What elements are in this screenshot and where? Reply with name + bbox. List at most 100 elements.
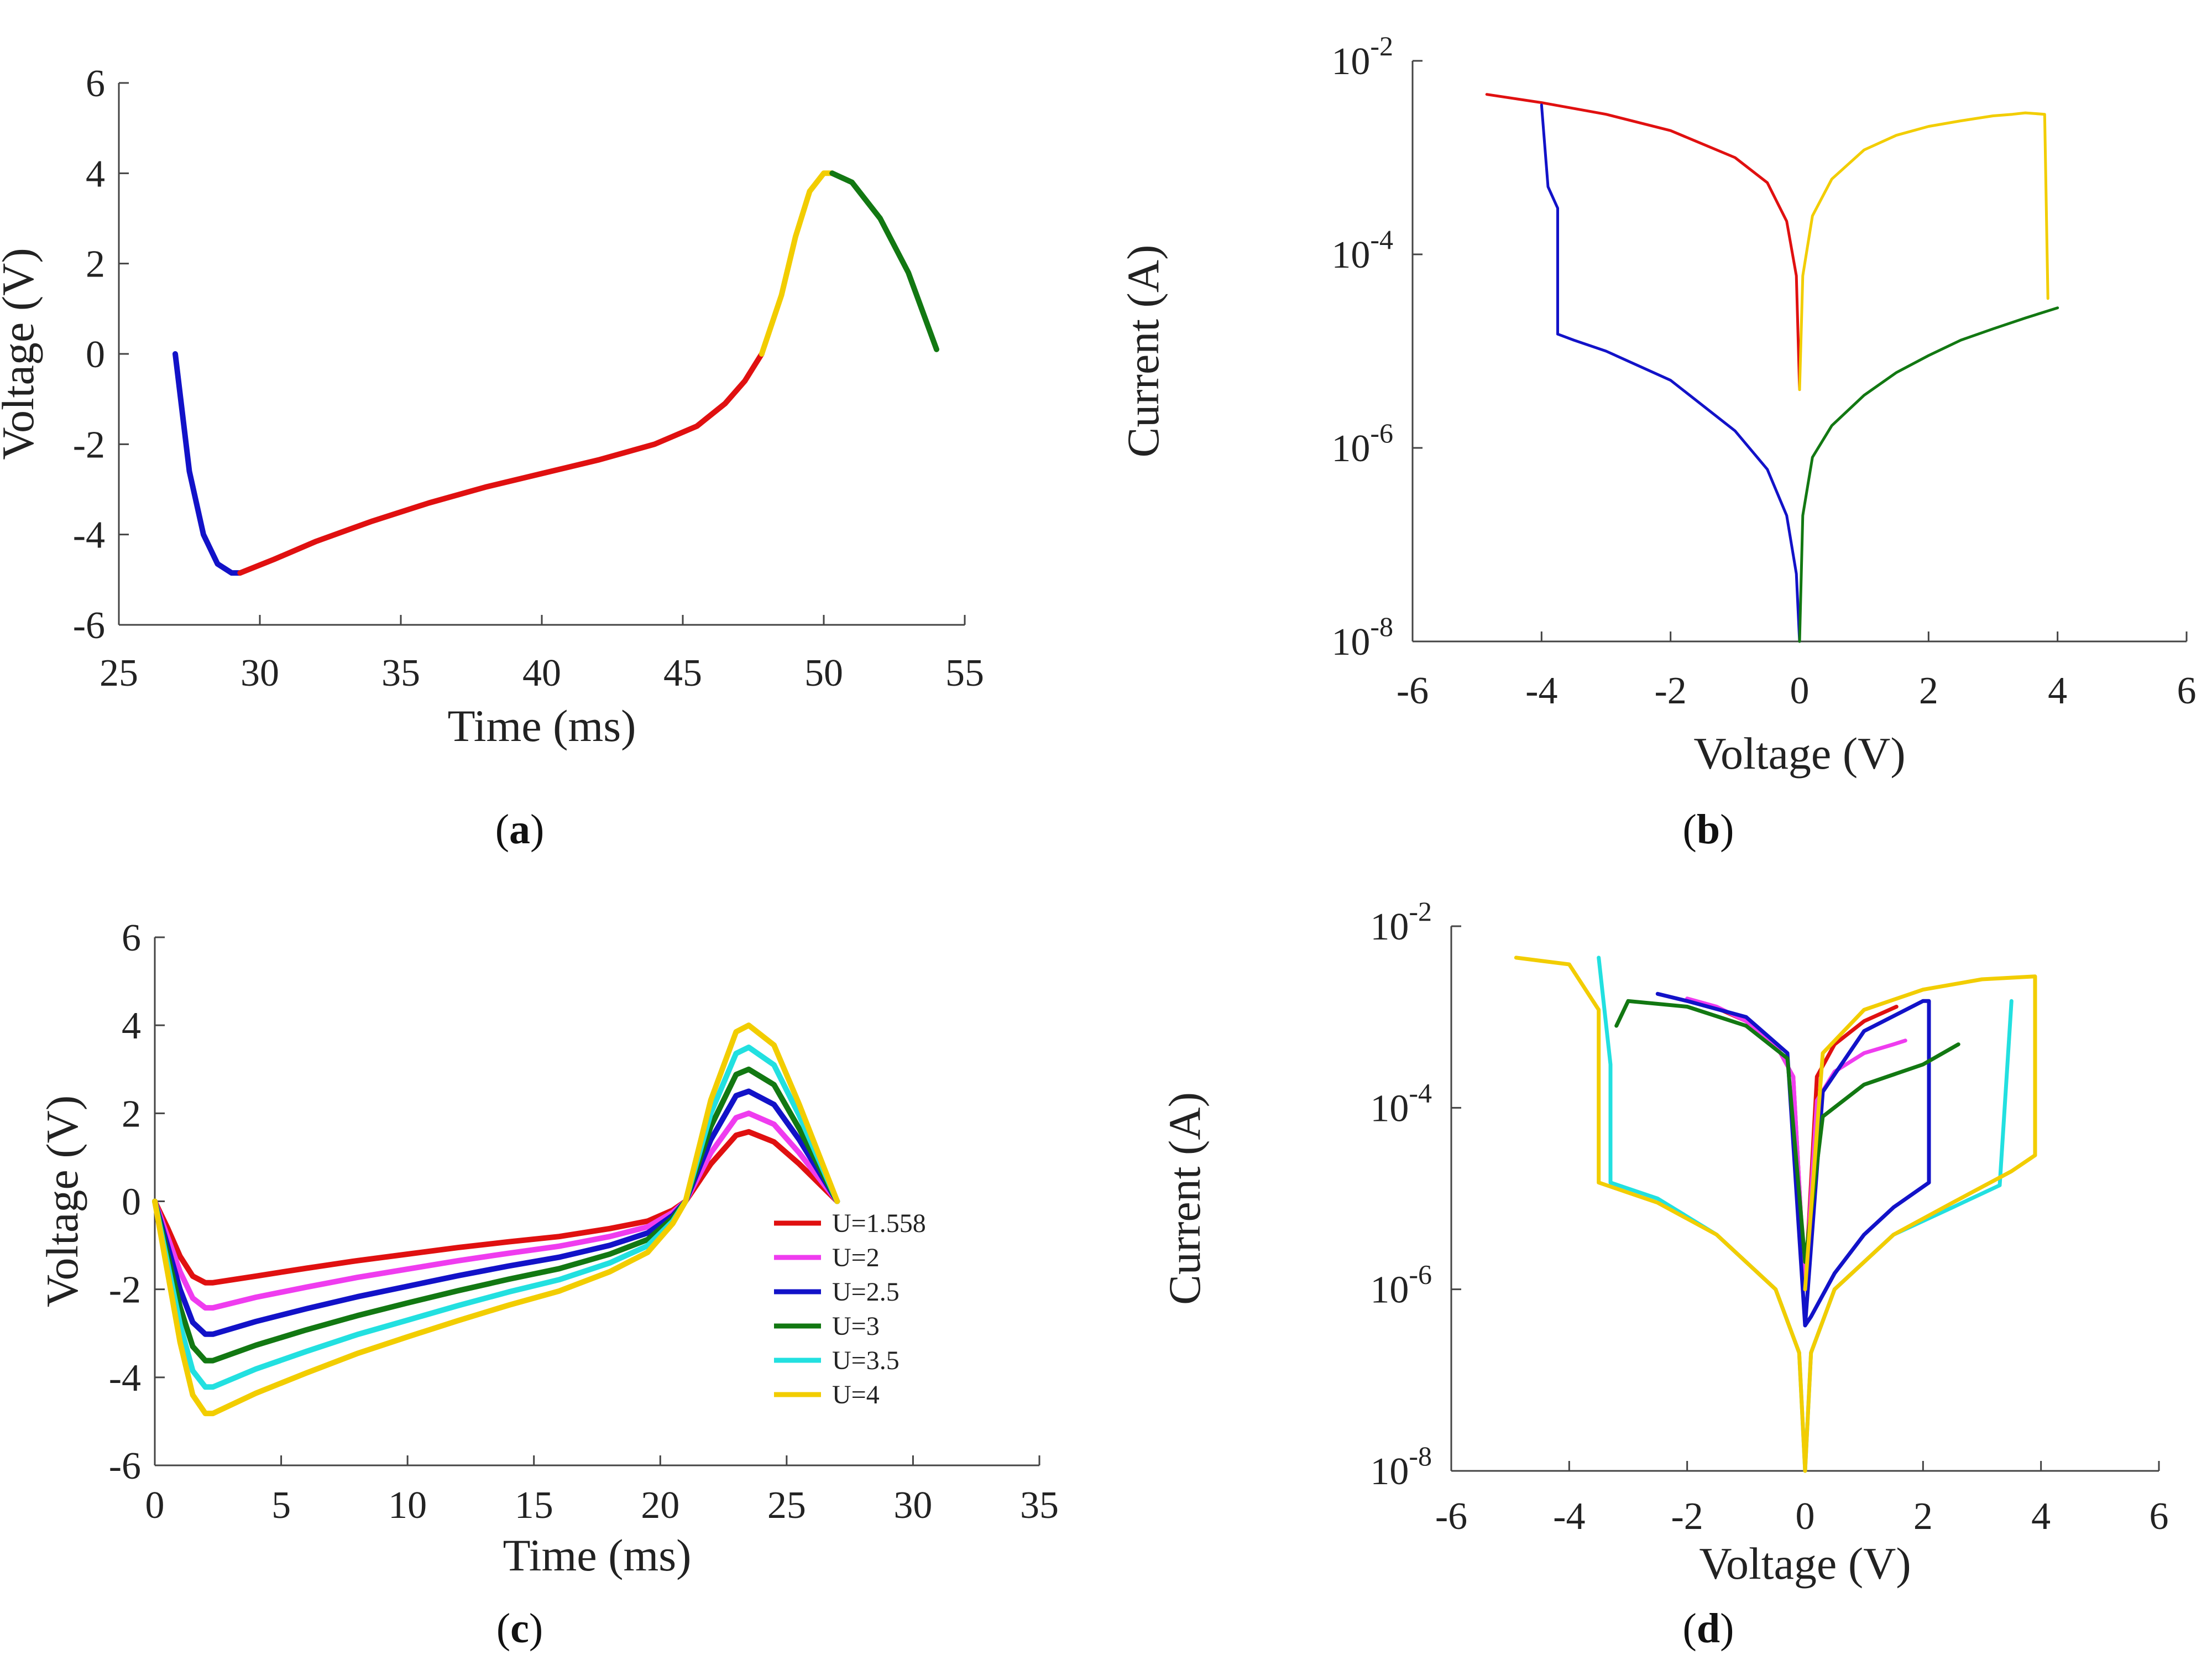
y-tick-label: -4 <box>73 514 105 557</box>
y-tick-label: -4 <box>109 1357 141 1400</box>
y-tick-base: 10 <box>1331 427 1370 470</box>
y-tick-label: 6 <box>86 62 105 105</box>
series-line-segment-2 <box>237 351 765 576</box>
plot-area <box>172 170 939 576</box>
series-line-u-4 <box>152 1022 840 1417</box>
x-tick-label: 15 <box>515 1484 553 1527</box>
series-line-u-3 <box>152 1066 840 1364</box>
x-tick-label: -2 <box>1655 670 1687 712</box>
x-tick-label: 50 <box>804 652 843 695</box>
x-axis-label: Time (ms) <box>448 701 636 751</box>
y-tick-base: 10 <box>1370 906 1409 948</box>
x-tick-label: 55 <box>945 652 984 695</box>
x-tick-label: 35 <box>381 652 420 695</box>
x-axis-label: Voltage (V) <box>1699 1538 1911 1589</box>
panel-caption: (c) <box>496 1605 543 1652</box>
y-tick-exponent: -6 <box>1409 1259 1432 1290</box>
y-tick-label: 2 <box>86 243 105 286</box>
y-tick-exponent: -4 <box>1370 224 1393 255</box>
x-tick-label: 0 <box>145 1484 165 1527</box>
y-tick-base: 10 <box>1331 40 1370 83</box>
y-tick-base: 10 <box>1370 1087 1409 1130</box>
series-line-red-branch <box>1485 93 1801 391</box>
x-tick-label: 25 <box>767 1484 806 1527</box>
y-tick-base: 10 <box>1370 1450 1409 1493</box>
y-tick-exponent: -6 <box>1370 417 1393 448</box>
y-tick-label: 0 <box>86 333 105 376</box>
y-tick-exponent: -2 <box>1370 30 1393 61</box>
y-tick-label: -6 <box>109 1445 141 1487</box>
x-tick-label: 45 <box>663 652 702 695</box>
series-line-u-3-5 <box>152 1045 840 1390</box>
panel-caption-letter: a <box>509 806 530 853</box>
legend-entry: U=1.558 <box>832 1209 926 1238</box>
y-tick-label: -2 <box>73 424 105 466</box>
x-tick-label: 10 <box>388 1484 427 1527</box>
series-line-u-2-5 <box>152 1088 840 1337</box>
x-tick-label: 6 <box>2150 1495 2169 1538</box>
y-tick-base: 10 <box>1331 234 1370 276</box>
y-tick-label: 10-8 <box>1331 611 1393 664</box>
x-tick-label: 30 <box>240 652 279 695</box>
y-tick-exponent: -4 <box>1409 1077 1432 1108</box>
y-tick-label: 0 <box>122 1181 141 1224</box>
y-axis-label: Current (A) <box>1118 245 1168 458</box>
x-tick-label: 2 <box>1919 670 1938 712</box>
x-tick-label: 4 <box>2031 1495 2051 1538</box>
x-tick-label: 0 <box>1790 670 1810 712</box>
panel-caption: (a) <box>495 806 545 853</box>
legend-entry: U=3.5 <box>832 1346 900 1375</box>
y-tick-label: 4 <box>122 1005 141 1047</box>
series-line-u-1-558 <box>152 1129 840 1286</box>
series-line-u-4 <box>1514 956 2037 1473</box>
panel-caption: (b) <box>1683 806 1734 853</box>
y-tick-label: 10-2 <box>1331 30 1393 83</box>
x-tick-label: 2 <box>1913 1495 1933 1538</box>
x-tick-label: -2 <box>1671 1495 1703 1538</box>
series-line-u-3 <box>1614 999 1960 1264</box>
y-tick-label: 10-6 <box>1331 417 1393 470</box>
y-tick-label: -6 <box>73 604 105 647</box>
chart-panel-a: 25 30 35 40 45 50 55 -6 -4 -2 0 2 4 6 Time (ms) Voltage… <box>0 62 984 853</box>
x-tick-label: -6 <box>1397 670 1429 712</box>
panel-caption-close: ) <box>1720 1605 1734 1652</box>
y-tick-base: 10 <box>1331 621 1370 664</box>
y-tick-exponent: -2 <box>1409 896 1432 927</box>
x-tick-label: 6 <box>2177 670 2197 712</box>
y-tick-label: 10-4 <box>1370 1077 1432 1130</box>
y-tick-label: 10-4 <box>1331 224 1393 276</box>
y-tick-label: 10-6 <box>1370 1259 1432 1312</box>
series-line-u-2 <box>152 1110 840 1311</box>
panel-caption-letter: c <box>510 1605 529 1652</box>
panel-caption-letter: b <box>1697 806 1720 853</box>
y-tick-label: 10-2 <box>1370 896 1432 948</box>
y-tick-label: 10-8 <box>1370 1440 1432 1493</box>
legend-entry: U=2 <box>832 1243 880 1272</box>
panel-caption-open: ( <box>1683 806 1697 853</box>
x-tick-label: 20 <box>641 1484 679 1527</box>
panel-caption-open: ( <box>1683 1605 1697 1652</box>
series-line-blue-branch <box>1540 103 1801 643</box>
y-axis-label: Voltage (V) <box>0 248 43 460</box>
series-line-green-branch <box>1798 306 2059 643</box>
chart-panel-c: 0 5 10 15 20 25 30 35 -6 -4 -2 0 2 4 6 Time (ms) Voltage… <box>37 917 1059 1652</box>
x-tick-label: 5 <box>271 1484 291 1527</box>
plot-area <box>1485 93 2059 643</box>
y-tick-base: 10 <box>1370 1269 1409 1312</box>
plot-area <box>152 1022 840 1417</box>
panel-caption-close: ) <box>529 1605 543 1652</box>
panel-caption-open: ( <box>495 806 509 853</box>
y-tick-exponent: -8 <box>1409 1440 1432 1471</box>
x-axis-label: Time (ms) <box>503 1530 692 1580</box>
panel-caption-close: ) <box>530 806 544 853</box>
legend-entry: U=4 <box>832 1380 880 1410</box>
plot-area <box>1514 956 2037 1473</box>
x-tick-label: 25 <box>100 652 138 695</box>
x-axis-label: Voltage (V) <box>1693 728 1905 779</box>
panel-caption: (d) <box>1683 1605 1734 1652</box>
series-line-segment-1 <box>172 351 243 576</box>
x-tick-label: -4 <box>1553 1495 1585 1538</box>
